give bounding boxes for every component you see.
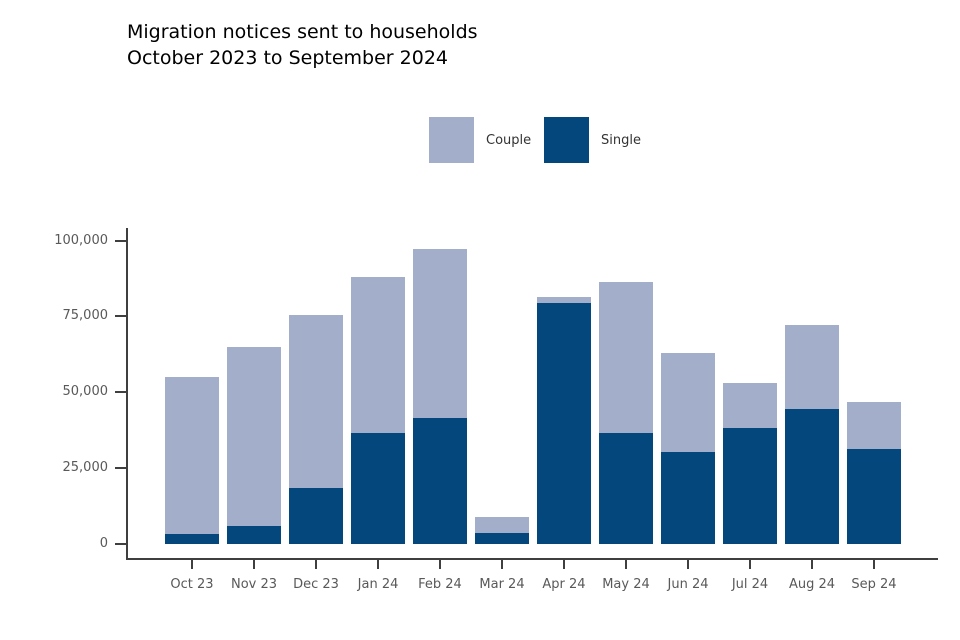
y-tick [115, 542, 127, 545]
x-tick-label: Nov 23 [230, 577, 278, 592]
x-tick-label: Apr 24 [542, 577, 586, 592]
x-tick [191, 560, 193, 569]
x-tick [687, 560, 689, 569]
x-tick-label: Dec 23 [293, 577, 339, 592]
legend-label-single: Single [601, 132, 641, 148]
bar-segment-single [599, 433, 653, 544]
y-tick-label: 100,000 [54, 232, 108, 248]
bar-segment-single [785, 409, 839, 544]
bar-segment-single [847, 449, 901, 544]
bar-segment-couple [413, 248, 467, 419]
chart-title-line2: October 2023 to September 2024 [127, 47, 448, 69]
y-tick [115, 315, 127, 318]
x-tick-label: Aug 24 [788, 577, 836, 592]
legend-item-single: Single [544, 117, 641, 163]
legend-swatch-single-icon [544, 117, 589, 163]
bar-segment-couple [847, 402, 901, 450]
bar-segment-couple [599, 281, 653, 434]
x-tick-label: Jun 24 [667, 577, 709, 592]
legend-item-couple: Couple [429, 117, 531, 163]
bar-segment-single [165, 533, 219, 544]
y-tick-label: 0 [99, 535, 108, 551]
legend-label-couple: Couple [486, 132, 532, 148]
bar-segment-couple [165, 377, 219, 534]
bar-segment-single [227, 525, 281, 544]
x-tick [563, 560, 565, 569]
bar-segment-single [723, 428, 777, 544]
x-tick-label: Mar 24 [479, 577, 525, 592]
bar-segment-couple [351, 277, 405, 434]
legend-swatch-couple-icon [429, 117, 474, 163]
x-tick-label: Jan 24 [357, 577, 399, 592]
bar-segment-couple [227, 347, 281, 526]
bar-segment-single [351, 433, 405, 544]
bar-segment-single [537, 303, 591, 544]
y-axis-line [126, 228, 128, 560]
chart-title-line1: Migration notices sent to households [127, 21, 478, 43]
x-tick-label: Feb 24 [418, 577, 462, 592]
bar-segment-couple [785, 325, 839, 410]
x-tick [811, 560, 813, 569]
x-tick [501, 560, 503, 569]
x-tick [253, 560, 255, 569]
y-tick-label: 25,000 [62, 459, 109, 475]
x-tick [439, 560, 441, 569]
x-tick-label: May 24 [602, 577, 650, 592]
y-tick [115, 466, 127, 469]
y-tick-label: 50,000 [62, 384, 109, 399]
bar-segment-couple [661, 353, 715, 453]
bar-segment-couple [289, 315, 343, 488]
bar-segment-single [475, 533, 529, 544]
x-tick-label: Jul 24 [731, 577, 769, 592]
bar-segment-single [413, 418, 467, 544]
x-axis-line [126, 558, 938, 560]
x-tick-label: Oct 23 [170, 577, 214, 592]
chart-title: Migration notices sent to households Oct… [127, 19, 478, 71]
bar-segment-single [289, 487, 343, 544]
bar-segment-couple [537, 297, 591, 304]
x-tick [625, 560, 627, 569]
x-tick [749, 560, 751, 569]
bar-segment-couple [723, 382, 777, 429]
bar-segment-couple [475, 516, 529, 534]
bar-segment-single [661, 452, 715, 544]
x-tick [315, 560, 317, 569]
y-tick [115, 239, 127, 242]
y-tick [115, 391, 127, 393]
x-tick [377, 560, 379, 569]
x-tick-label: Sep 24 [851, 577, 897, 592]
y-tick-label: 75,000 [62, 308, 109, 324]
x-tick [873, 560, 875, 569]
